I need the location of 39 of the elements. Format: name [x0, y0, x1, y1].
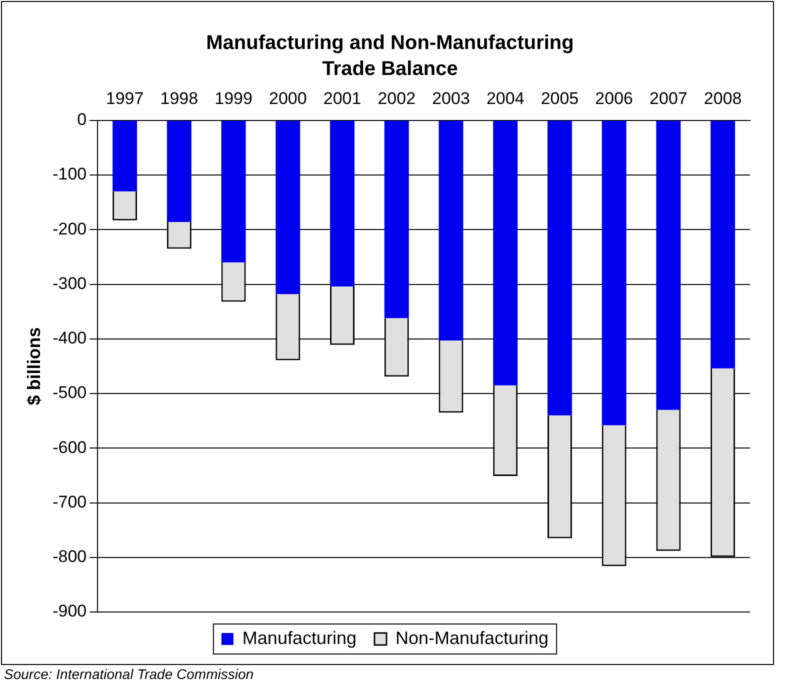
x-tick-label: 2008 [704, 88, 742, 108]
x-tick-label: 2004 [486, 88, 524, 108]
bar [602, 120, 626, 426]
y-tick-label: -600 [52, 438, 87, 457]
bar [384, 120, 409, 318]
x-tick-label: 2000 [268, 88, 307, 108]
x-tick-label: 1998 [160, 88, 198, 108]
source-note: Source: International Trade Commission [4, 666, 254, 682]
x-tick-label: 2002 [378, 88, 416, 108]
y-tick-label: -400 [52, 328, 87, 348]
bar [438, 120, 464, 341]
x-tick-label: 2007 [650, 88, 688, 108]
bar [221, 120, 246, 262]
x-tick-label: 1997 [106, 88, 144, 108]
bar [276, 120, 300, 294]
x-tick-label: 2006 [595, 88, 634, 108]
y-tick-label: -100 [52, 164, 87, 184]
y-tick-label: -300 [52, 274, 87, 293]
y-tick-label: 0 [77, 110, 87, 130]
y-tick-label: -200 [52, 219, 87, 238]
y-tick-label: -800 [52, 547, 87, 566]
x-tick-label: 1999 [214, 88, 252, 108]
bar [656, 120, 681, 410]
y-axis-title: $ billions [24, 327, 44, 406]
y-tick-label: -700 [52, 492, 87, 512]
bar [112, 120, 138, 192]
bar [330, 120, 354, 286]
x-tick-label: 2001 [323, 88, 362, 108]
bar [547, 120, 572, 416]
x-tick-label: 2003 [432, 88, 470, 108]
y-tick-label: -500 [52, 383, 87, 402]
bar [493, 120, 518, 386]
chart-title: Manufacturing and Non-Manufacturing Trade Balance [205, 31, 575, 82]
legend-label: Non-Manufacturing [395, 628, 549, 648]
y-tick-label: -900 [52, 602, 87, 621]
bar [166, 120, 192, 222]
x-tick-label: 2005 [540, 88, 579, 108]
bar [710, 120, 736, 368]
legend-label: Manufacturing [242, 628, 357, 648]
